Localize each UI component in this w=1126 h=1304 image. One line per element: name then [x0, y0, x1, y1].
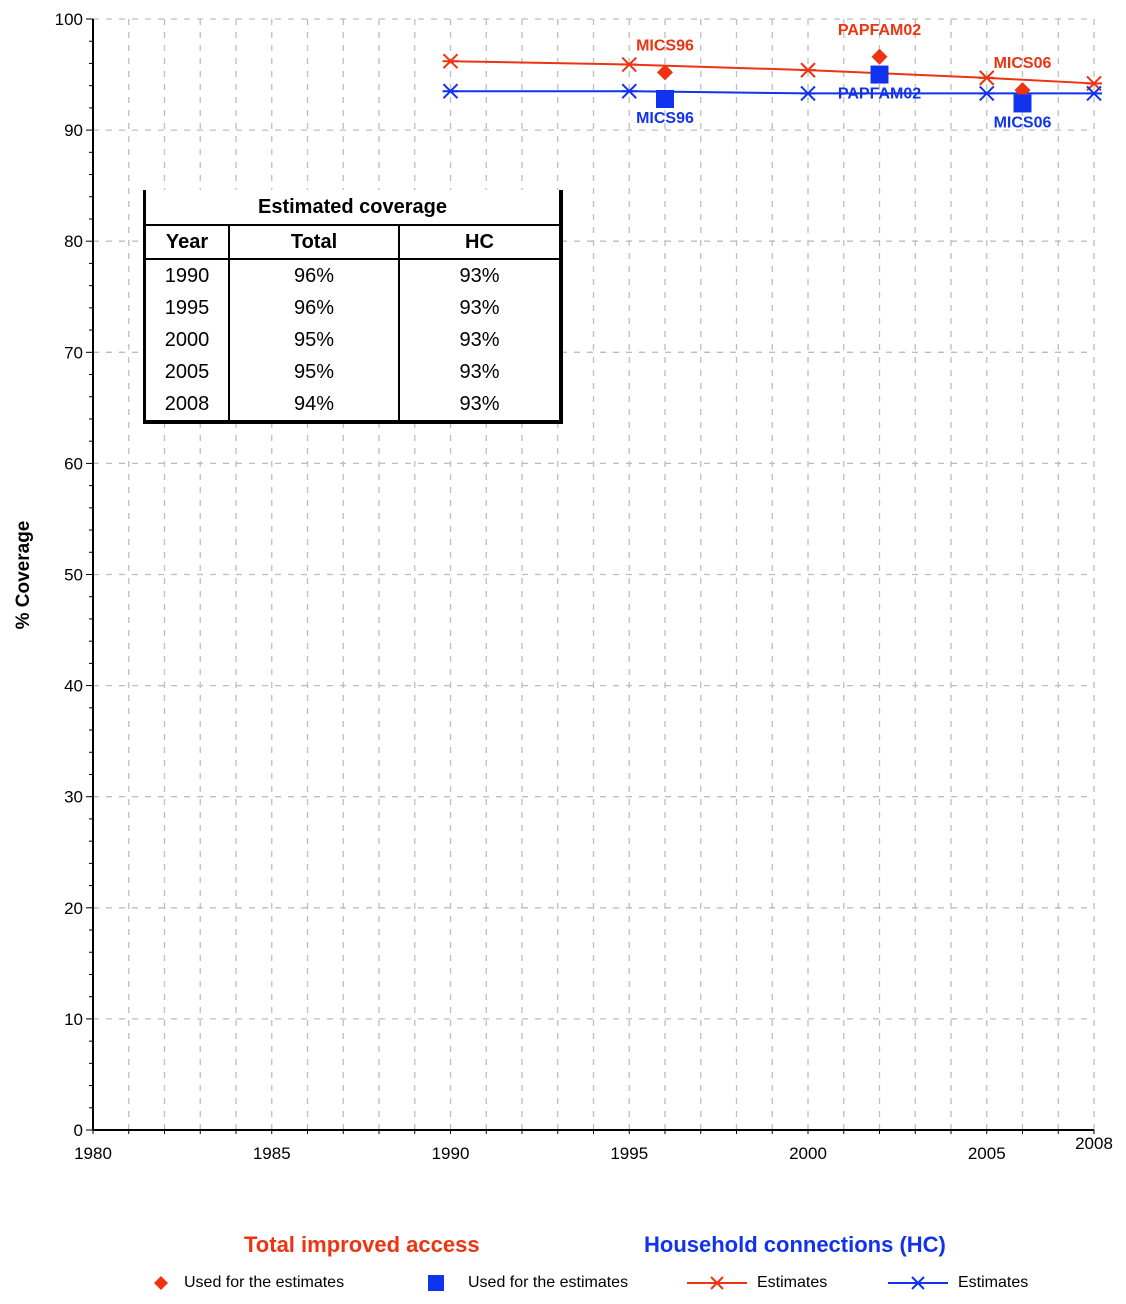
y-tick-label: 90	[64, 121, 83, 140]
y-tick-label: 40	[64, 677, 83, 696]
series-title-hc: Household connections (HC)	[644, 1232, 946, 1257]
table-cell: 96%	[229, 292, 400, 324]
x-tick-label: 1990	[432, 1144, 470, 1163]
table-header-year: Year	[144, 225, 230, 260]
estimate-marker	[621, 56, 638, 73]
survey-point-hc	[656, 89, 674, 108]
estimated-coverage-table: Estimated coverage Year Total HC 1990 96…	[143, 190, 563, 424]
estimate-marker	[800, 62, 816, 78]
table-cell: 93%	[459, 265, 500, 287]
x-tick-label: 2000	[789, 1144, 827, 1163]
x-tick-label: 1995	[610, 1144, 648, 1163]
y-tick-label: 80	[64, 232, 83, 251]
table-row: 2008 94% 93%	[144, 388, 562, 422]
y-tick-label: 30	[64, 788, 83, 807]
survey-label-hc: MICS06	[994, 114, 1052, 131]
estimate-marker	[442, 53, 459, 69]
table-cell: 95%	[229, 324, 400, 356]
estimate-marker	[621, 83, 638, 99]
survey-label-total: PAPFAM02	[838, 22, 921, 39]
survey-point-hc	[870, 65, 889, 84]
table-row: 1995 96% 93%	[144, 292, 562, 324]
y-tick-label: 100	[55, 10, 83, 29]
x-tick-label: 1985	[253, 1144, 291, 1163]
legend-item-total-estimates: Estimates	[685, 1272, 827, 1294]
table-cell: 95%	[229, 356, 400, 388]
table-cell: 93%	[459, 329, 500, 351]
y-tick-label: 0	[74, 1121, 83, 1140]
survey-label-hc: MICS96	[636, 110, 694, 127]
table-cell: 1990	[144, 259, 230, 292]
square-icon	[420, 1272, 460, 1294]
survey-point-total	[871, 48, 888, 65]
legend-label: Used for the estimates	[184, 1274, 345, 1291]
estimate-marker	[800, 85, 816, 102]
table-cell: 96%	[229, 259, 400, 292]
table-header-hc: HC	[399, 225, 561, 260]
table-row: 2005 95% 93%	[144, 356, 562, 388]
estimate-marker	[978, 85, 995, 102]
table-row: 1990 96% 93%	[144, 259, 562, 292]
table-cell: 93%	[459, 361, 500, 383]
grid	[93, 18, 1095, 1130]
line-asterisk-icon	[886, 1272, 950, 1294]
y-tick-label: 70	[64, 343, 83, 362]
table-cell: 1995	[144, 292, 230, 324]
table-cell: 94%	[229, 388, 400, 422]
diamond-icon	[146, 1272, 176, 1294]
survey-label-total: MICS96	[636, 37, 694, 54]
table-row: 2000 95% 93%	[144, 324, 562, 356]
table-cell: 2008	[144, 388, 230, 422]
table-title: Estimated coverage	[144, 190, 561, 226]
legend: Used for the estimates Used for the esti…	[0, 1268, 1126, 1298]
y-tick-label: 50	[64, 566, 83, 585]
table-header-total: Total	[229, 225, 400, 260]
x-tick-label: 2008	[1075, 1134, 1113, 1153]
legend-label: Estimates	[958, 1274, 1029, 1291]
survey-point-hc	[1013, 94, 1032, 113]
table-cell: 93%	[459, 297, 500, 319]
series-layer: MICS96 PAPFAM02 MICS06 MICS96 PAPFAM02 MICS06	[442, 22, 1102, 131]
survey-point-total	[1014, 82, 1031, 99]
legend-item-hc-used: Used for the estimates	[420, 1272, 628, 1294]
table-cell: 93%	[459, 393, 500, 415]
line-asterisk-icon	[685, 1272, 749, 1294]
y-axis-title: % Coverage	[13, 521, 34, 630]
legend-item-hc-estimates: Estimates	[886, 1272, 1028, 1294]
x-tick-label: 1980	[74, 1144, 112, 1163]
y-tick-label: 10	[64, 1010, 83, 1029]
legend-item-total-used: Used for the estimates	[146, 1272, 344, 1294]
estimate-marker	[1086, 85, 1102, 102]
table-cell: 2000	[144, 324, 230, 356]
y-tick-label: 20	[64, 899, 83, 918]
survey-label-total: MICS06	[994, 55, 1052, 72]
table-cell: 2005	[144, 356, 230, 388]
x-tick-label: 2005	[968, 1144, 1006, 1163]
survey-point-total	[657, 64, 673, 81]
axes	[86, 18, 1095, 1134]
series-title-total: Total improved access	[244, 1232, 480, 1257]
survey-label-hc: PAPFAM02	[838, 86, 921, 103]
estimate-marker	[978, 70, 995, 86]
legend-label: Used for the estimates	[468, 1274, 629, 1291]
estimate-line	[450, 90, 1094, 95]
estimate-marker	[442, 83, 459, 99]
legend-label: Estimates	[757, 1274, 828, 1291]
y-tick-label: 60	[64, 454, 83, 473]
